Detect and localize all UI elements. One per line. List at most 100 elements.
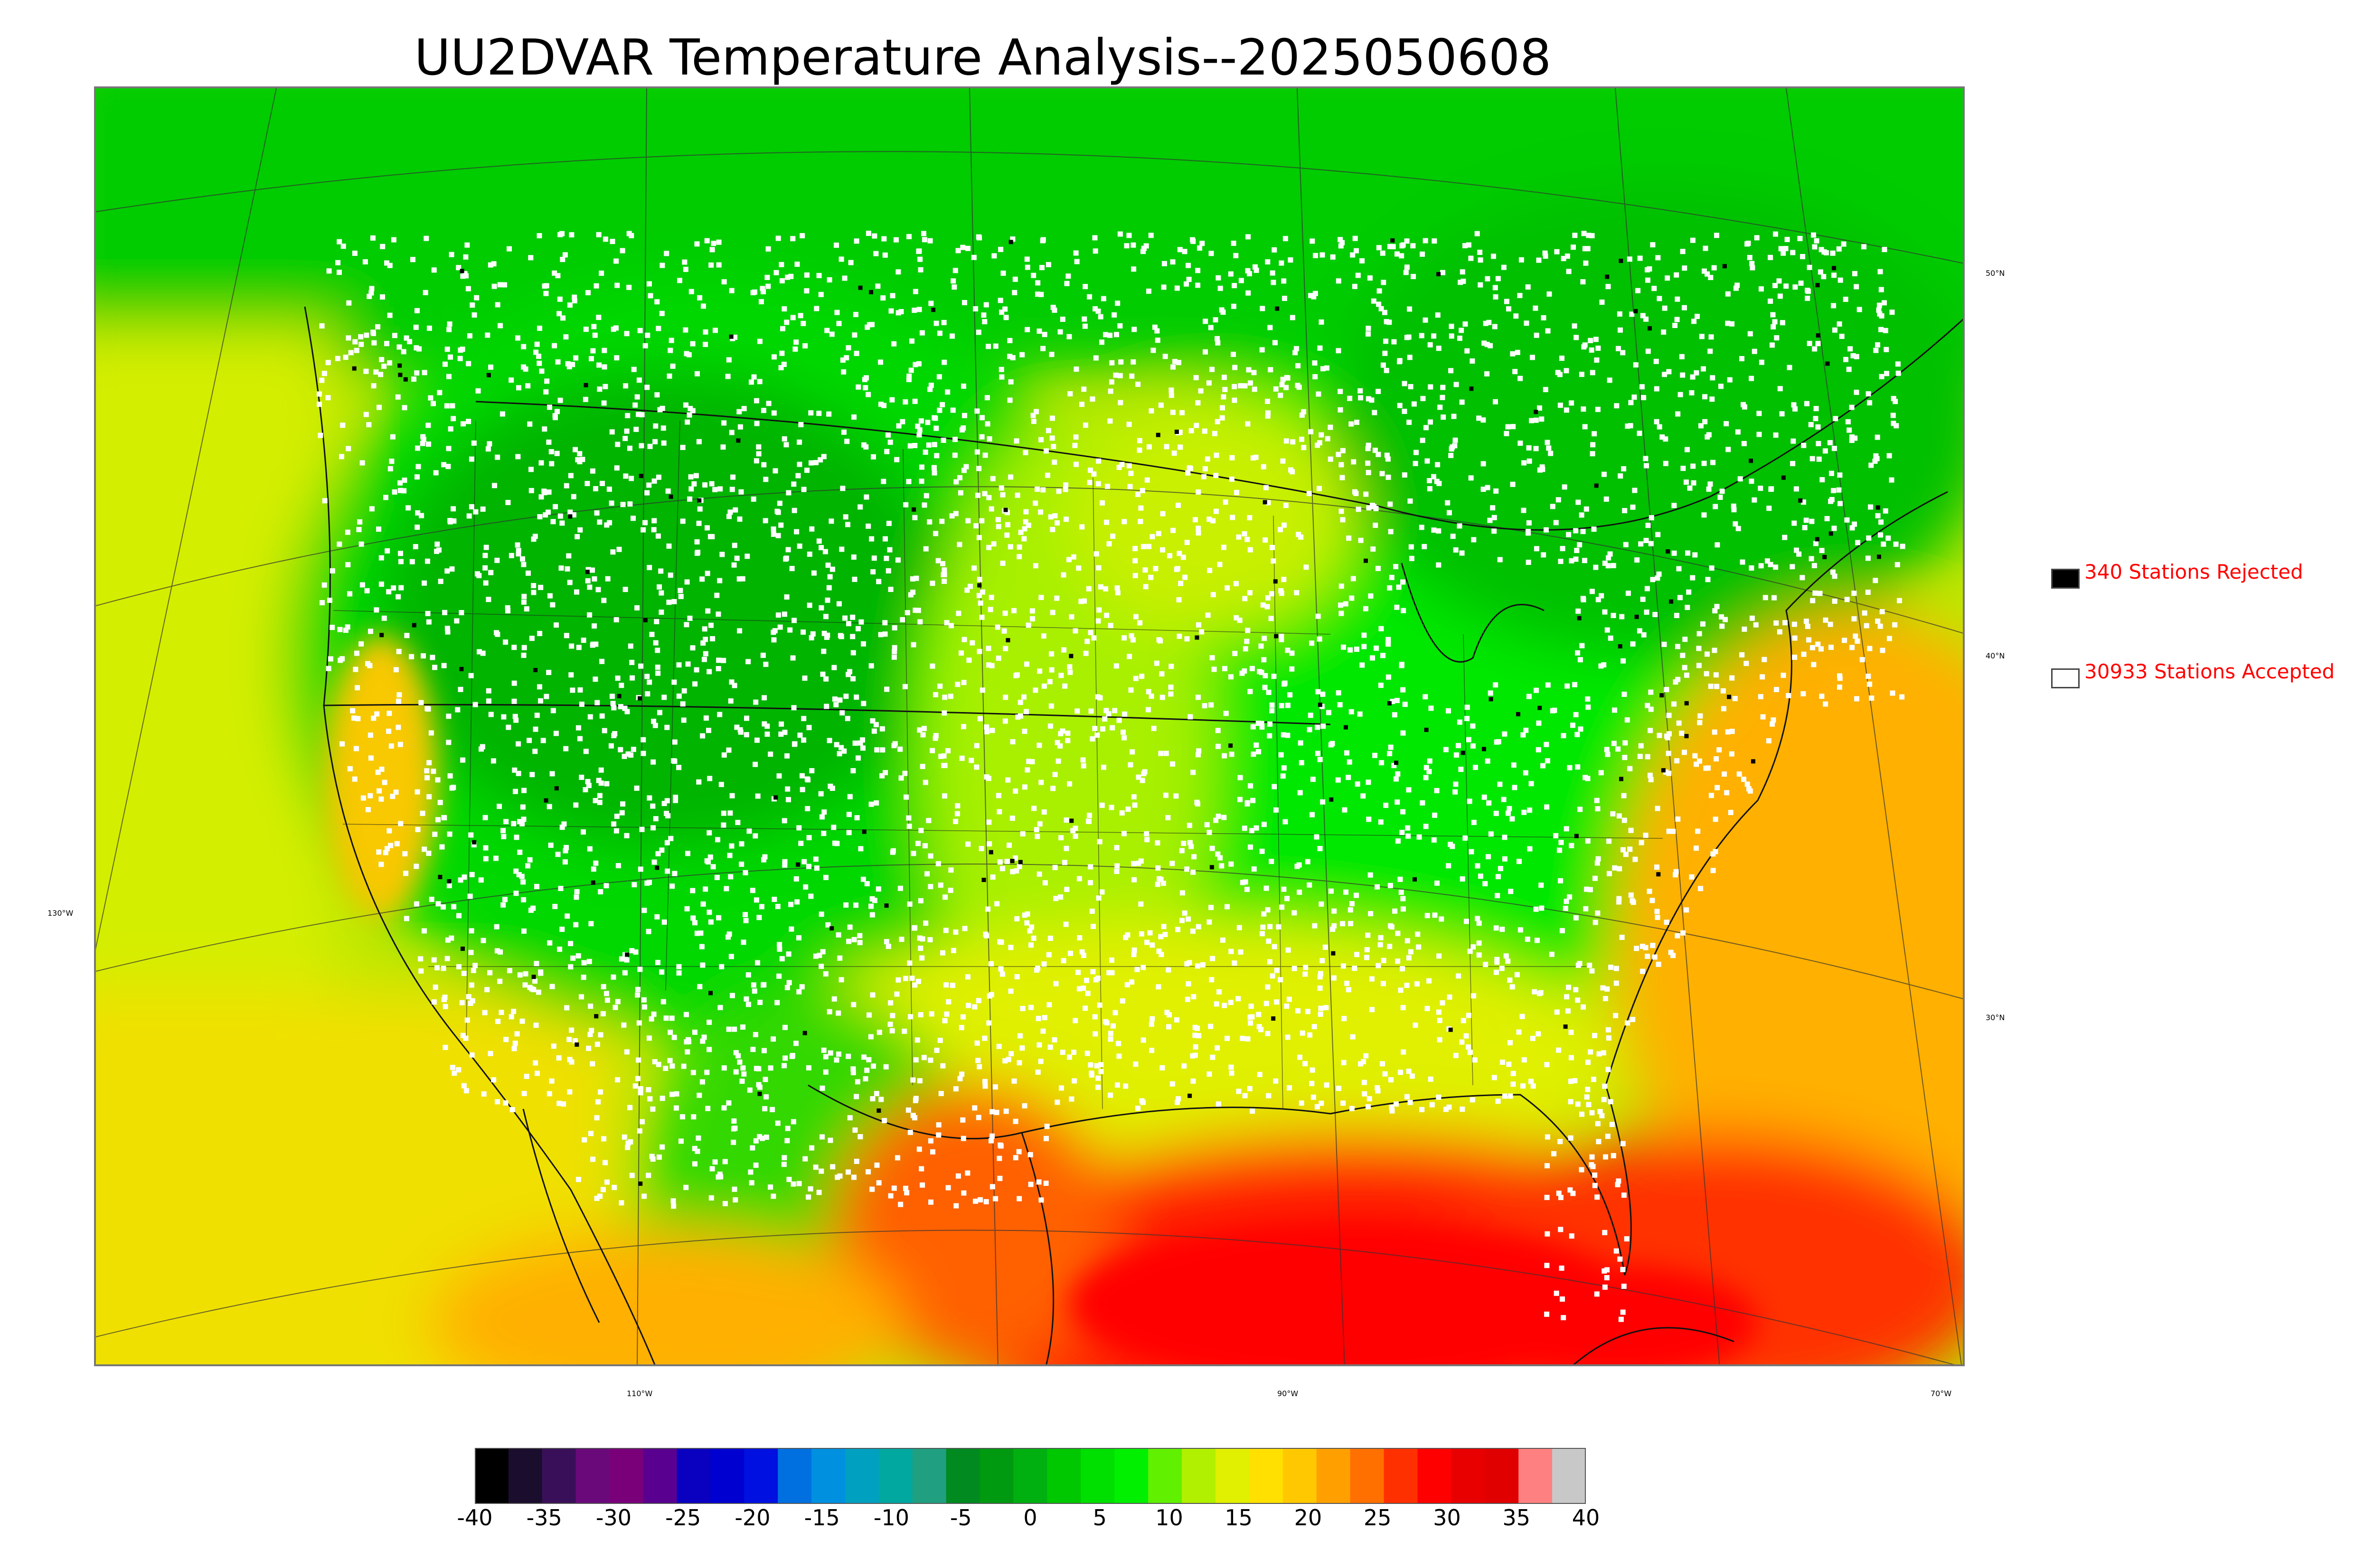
station-accepted-marker [1620,658,1626,664]
station-accepted-marker [735,1053,741,1059]
station-accepted-marker [1411,401,1417,407]
station-accepted-marker [410,257,415,263]
station-accepted-marker [846,830,852,836]
station-accepted-marker [744,554,750,559]
station-rejected-marker [876,1108,881,1113]
station-accepted-marker [1440,270,1446,275]
station-accepted-marker [1859,657,1865,663]
station-accepted-marker [1149,1016,1155,1022]
station-accepted-marker [1046,428,1051,433]
station-accepted-marker [1073,434,1079,440]
station-accepted-marker [794,899,800,905]
station-accepted-marker [553,731,559,736]
station-accepted-marker [1517,376,1523,381]
station-accepted-marker [1037,668,1043,674]
station-accepted-marker [1338,237,1343,243]
station-accepted-marker [1486,319,1492,325]
station-accepted-marker [422,928,427,934]
station-accepted-marker [1161,284,1167,290]
station-accepted-marker [1110,725,1115,731]
station-accepted-marker [895,977,901,983]
station-accepted-marker [713,328,718,333]
station-accepted-marker [1014,438,1019,444]
station-accepted-marker [1248,1020,1253,1026]
station-accepted-marker [825,563,831,568]
station-accepted-marker [1356,507,1361,512]
station-accepted-marker [709,247,715,253]
station-accepted-marker [1877,311,1883,317]
station-accepted-marker [1697,758,1702,764]
station-accepted-marker [1648,777,1654,782]
station-accepted-marker [371,340,377,346]
station-accepted-marker [1220,405,1225,411]
station-accepted-marker [919,464,924,470]
station-accepted-marker [1773,432,1779,438]
station-accepted-marker [803,884,809,890]
station-accepted-marker [488,1051,493,1056]
colorbar-segment [1013,1448,1048,1504]
station-accepted-marker [1319,319,1324,325]
station-accepted-marker [1563,906,1568,911]
station-accepted-marker [699,1079,705,1085]
station-accepted-marker [1394,604,1400,610]
station-accepted-marker [1595,406,1601,412]
station-accepted-marker [565,913,570,919]
station-accepted-marker [585,567,591,573]
station-accepted-marker [729,843,735,849]
lat-label-40n: 40°N [1986,651,2005,660]
station-accepted-marker [773,270,779,275]
station-accepted-marker [1394,1101,1399,1107]
station-rejected-marker [1424,727,1429,732]
station-accepted-marker [376,849,382,855]
station-accepted-marker [953,511,959,516]
station-accepted-marker [1104,612,1110,618]
station-accepted-marker [725,374,731,379]
station-accepted-marker [1499,966,1505,971]
station-accepted-marker [641,1193,647,1199]
station-accepted-marker [728,874,734,880]
station-accepted-marker [751,496,756,502]
station-accepted-marker [999,374,1005,380]
station-accepted-marker [1380,653,1386,658]
station-accepted-marker [346,446,351,451]
station-accepted-marker [694,930,700,936]
station-accepted-marker [761,462,767,468]
station-accepted-marker [385,846,390,852]
station-accepted-marker [700,901,706,907]
colorbar-tick-label: 20 [1294,1505,1322,1530]
station-accepted-marker [672,739,678,745]
station-accepted-marker [1864,623,1869,629]
station-accepted-marker [625,1145,631,1150]
station-accepted-marker [1711,265,1717,271]
station-accepted-marker [868,903,874,909]
station-accepted-marker [1632,488,1638,493]
station-accepted-marker [466,419,471,424]
station-accepted-marker [911,642,916,648]
station-accepted-marker [1190,770,1196,775]
station-accepted-marker [1003,646,1008,651]
station-rejected-marker [1069,654,1074,658]
station-accepted-marker [533,726,538,732]
station-accepted-marker [1033,687,1038,693]
station-accepted-marker [1322,944,1328,950]
station-accepted-marker [1237,618,1243,623]
station-accepted-marker [1388,744,1394,750]
station-accepted-marker [1525,284,1531,290]
station-accepted-marker [380,294,385,300]
station-accepted-marker [1720,688,1726,694]
station-accepted-marker [611,705,617,711]
station-accepted-marker [1017,554,1022,560]
station-accepted-marker [1589,233,1595,238]
station-accepted-marker [1728,810,1733,815]
station-accepted-marker [1458,280,1463,285]
station-rejected-marker [697,498,702,503]
station-accepted-marker [593,798,598,803]
station-accepted-marker [1112,708,1118,714]
station-accepted-marker [762,695,767,701]
station-accepted-marker [1822,448,1828,454]
station-accepted-marker [1196,530,1201,536]
station-accepted-marker [477,649,482,655]
station-accepted-marker [597,386,603,392]
station-accepted-marker [1023,450,1028,455]
station-accepted-marker [846,621,851,627]
